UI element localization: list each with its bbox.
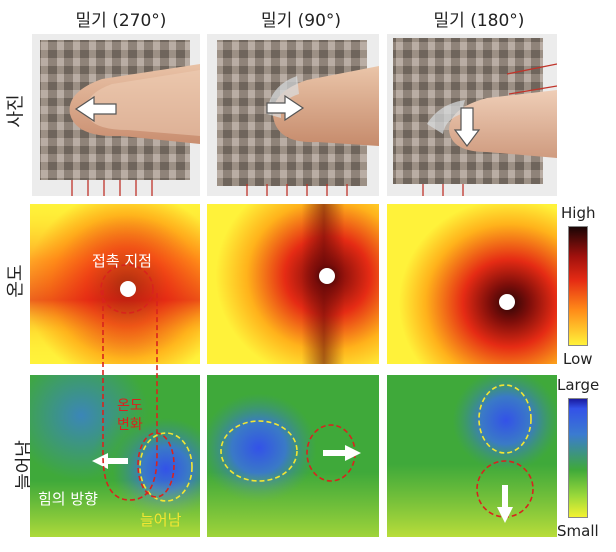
row-header-stretch: 늘어남 xyxy=(13,440,35,490)
stretch-colorbar xyxy=(568,398,588,518)
contact-point-marker xyxy=(499,294,515,310)
temperature-map-270 xyxy=(30,204,200,364)
temperature-colorbar xyxy=(568,226,588,346)
arrow-down-icon xyxy=(453,107,481,147)
force-arrow-right-icon xyxy=(323,445,361,461)
temperature-scale-low: Low xyxy=(563,350,593,368)
arrow-right-icon xyxy=(266,94,305,122)
contact-point-marker xyxy=(319,268,335,284)
row-header-photo: 사진 xyxy=(5,94,27,128)
row-header-temperature: 온도 xyxy=(5,264,27,298)
temperature-map-180 xyxy=(387,204,557,364)
temperature-change-label-line2: 변화 xyxy=(117,417,143,433)
temperature-change-label-line1: 온도 xyxy=(117,398,143,414)
photo-panel-90 xyxy=(207,34,379,196)
column-header-270: 밀기 (270°) xyxy=(75,11,167,31)
column-header-180: 밀기 (180°) xyxy=(433,11,525,31)
stretch-map-90 xyxy=(207,375,379,537)
stretch-map-180 xyxy=(387,375,557,537)
photo-panel-270 xyxy=(32,34,200,196)
temperature-map-90 xyxy=(207,204,379,364)
photo-panel-180 xyxy=(387,34,557,196)
contact-point-marker xyxy=(120,281,136,297)
stretch-scale-high: Large xyxy=(557,376,600,394)
stretch-scale-low: Small xyxy=(557,522,599,540)
column-header-90: 밀기 (90°) xyxy=(260,11,342,31)
contact-point-label: 접촉 지점 xyxy=(92,252,152,270)
force-arrow-down-icon xyxy=(497,485,513,523)
stretch-label: 늘어남 xyxy=(140,511,182,529)
temperature-scale-high: High xyxy=(561,204,596,222)
arrow-left-icon xyxy=(74,95,117,123)
force-direction-label: 힘의 방향 xyxy=(38,490,98,508)
